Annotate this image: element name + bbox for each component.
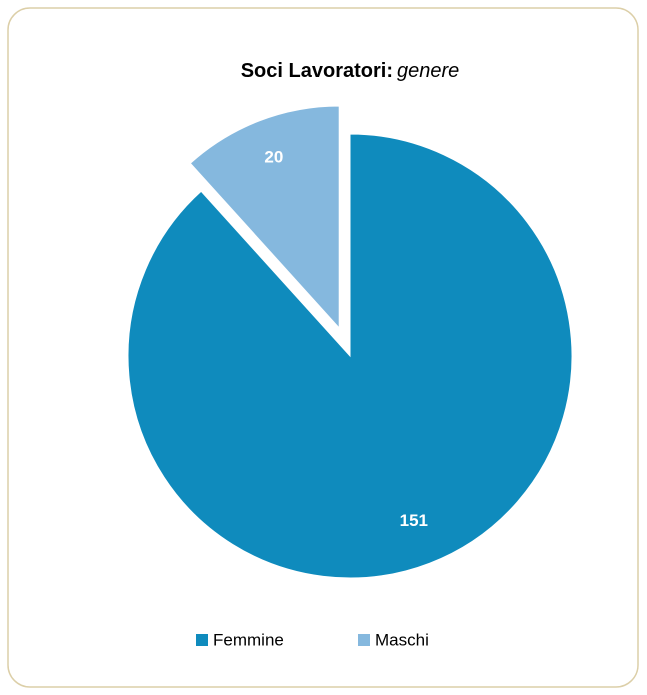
legend-label: Femmine xyxy=(213,630,284,649)
data-label: 20 xyxy=(264,148,283,167)
pie-slice xyxy=(189,105,340,330)
title-italic: genere xyxy=(397,60,459,82)
legend-label: Maschi xyxy=(375,630,429,649)
legend-swatch xyxy=(358,634,370,646)
chart-title: Soci Lavoratori: genere xyxy=(241,60,460,82)
pie-slice xyxy=(127,133,573,579)
title-bold: Soci Lavoratori: xyxy=(241,60,393,82)
legend-swatch xyxy=(196,634,208,646)
data-label: 151 xyxy=(400,511,428,530)
